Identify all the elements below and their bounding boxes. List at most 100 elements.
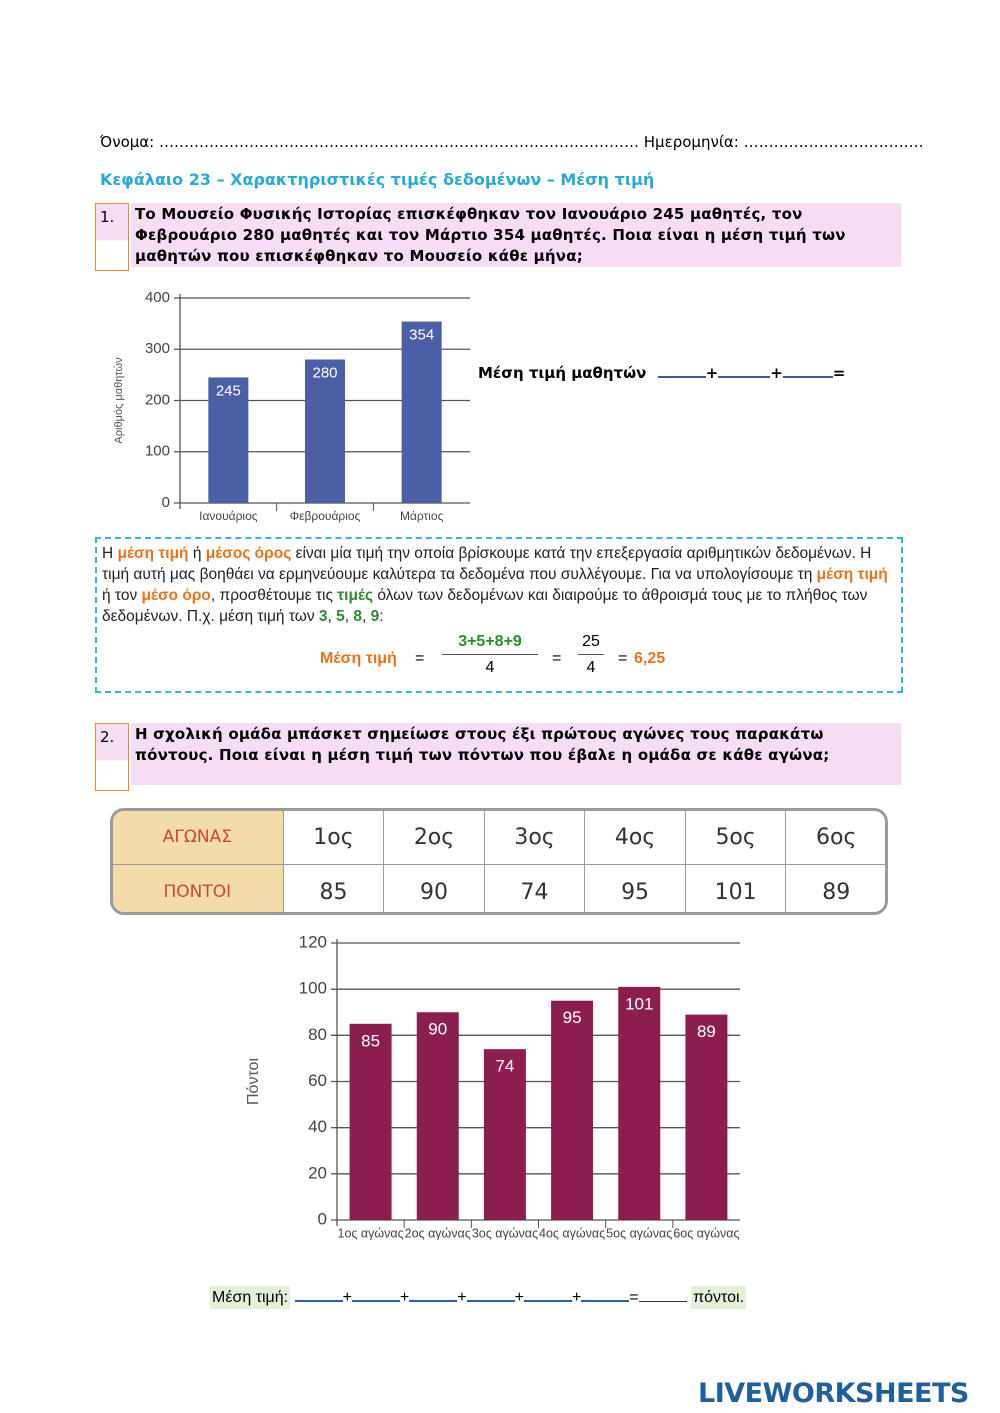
highlight: μέση τιμή [117,545,189,562]
question-number: 2. [95,723,129,791]
answer-blanks: + + + + + = [294,1286,687,1306]
answer-blank[interactable] [409,1286,458,1302]
answer-blank[interactable] [718,362,771,378]
text: , [327,608,337,625]
denominator: 4 [586,659,596,676]
y-tick-label: 100 [145,443,170,460]
question-text: Η σχολική ομάδα μπάσκετ σημείωσε στους έ… [131,723,901,785]
bar [401,321,442,503]
table-row: ΑΓΩΝΑΣ 1ος 2ος 3ος 4ος 5ος 6ος [113,811,885,865]
bar [416,1012,459,1220]
table: ΑΓΩΝΑΣ 1ος 2ος 3ος 4ος 5ος 6ος ΠΟΝΤΟΙ 85 90 74 95 10… [113,811,885,912]
table-cell: 101 [684,864,787,912]
brand-logo: LIVEWORKSHEETS [698,1378,969,1409]
plus: + [399,1289,410,1306]
answer-blank[interactable] [782,362,833,378]
fraction: 3+5+8+9 4 [442,633,538,677]
table-cell: 85 [282,864,385,912]
answer-blank[interactable] [466,1286,515,1302]
bar [483,1049,526,1220]
answer-label: Μέση τιμή μαθητών [478,364,647,382]
y-tick-label: 300 [145,340,170,357]
y-tick-label: 100 [299,979,327,998]
x-tick-label: Μάρτιος [400,509,444,523]
answer-unit: πόντοι. [691,1286,747,1309]
data-label: 245 [216,382,241,399]
y-tick-label: 60 [308,1071,327,1090]
table-cell: 6ος [785,811,885,865]
text: Η [102,545,118,562]
plus: + [571,1289,582,1306]
text: όλων των δεδομένων και διαιρούμε το άθρο… [102,587,868,625]
chart: 0 100 200 300 400 Αριθμός μαθητών Ιανουάριος 24… [113,289,470,523]
chart: 0 20 40 60 80 100 120 Πόντοι 1ος αγώνας 85 2ος αγώ… [245,932,740,1240]
numerator: 25 [578,633,604,655]
data-label: 89 [697,1022,716,1041]
x-tick-label: 1ος αγώνας [338,1226,404,1240]
x-tick-label: Ιανουάριος [199,509,258,523]
text: , προσθέτουμε τις [210,587,338,604]
answer-blank[interactable] [523,1286,572,1302]
answer-blank[interactable] [351,1286,400,1302]
text: είναι μία τιμή την οποία βρίσκουμε κατά … [102,545,872,583]
x-tick-label: 6ος αγώνας [673,1226,739,1240]
definition-box: Η μέση τιμή ή μέσος όρος είναι μία τιμή … [95,537,903,693]
question-number: 1. [95,203,129,271]
y-tick-label: 20 [308,1163,327,1182]
y-axis-label: Πόντοι [245,1058,262,1105]
row-header: ΠΟΝΤΟΙ [113,864,284,912]
table-cell: 90 [383,864,485,912]
plus: + [770,364,783,382]
table-row: ΠΟΝΤΟΙ 85 90 74 95 101 89 [113,864,885,912]
name-label: Όνομα: …………………………………………………………………………………… [100,133,639,151]
y-tick-label: 0 [162,494,170,511]
highlight: μέση τιμή [816,566,888,583]
highlight: 9 [370,608,380,625]
data-label: 101 [625,994,653,1013]
answer-blank[interactable] [294,1286,343,1302]
x-tick-label: 4ος αγώνας [539,1226,605,1240]
table-cell: 89 [785,864,885,912]
plus: + [342,1289,352,1306]
table-cell: 74 [483,864,586,912]
plus: + [514,1289,524,1306]
x-tick-label: Φεβρουάριος [290,509,361,523]
formula-label: Μέση τιμή [320,650,397,667]
table-cell: 5ος [684,811,787,865]
y-tick-label: 0 [318,1209,327,1228]
answer-blank[interactable] [638,1287,687,1302]
y-tick-label: 80 [308,1025,327,1044]
plus: + [457,1289,467,1306]
data-label: 95 [563,1008,582,1027]
bar [349,1023,392,1220]
text: , [344,608,354,625]
table-cell: 1ος [282,811,385,865]
bar [208,377,249,503]
table-cell: 4ος [584,811,686,865]
highlight: 8 [353,608,363,625]
title: Κεφάλαιο 23 – Χαρακτηριστικές τιμές δεδο… [100,170,655,189]
bar [305,359,345,503]
answer-blank[interactable] [657,362,706,378]
bar [618,986,661,1220]
answer-blank[interactable] [581,1286,630,1302]
numerator: 3+5+8+9 [442,633,538,655]
highlight: μέσος όρος [205,545,292,562]
highlight: τιμές [337,587,374,604]
equals: = [618,650,628,667]
date-label: Ημερομηνία: ……………………………… [643,133,924,151]
fraction: 25 4 [578,633,604,677]
data-label: 85 [361,1031,380,1050]
answer-line: Μέση τιμή: + + + + + = πόντοι. [210,1286,747,1309]
text: ή [188,545,206,562]
bar [551,1000,594,1220]
result: 6,25 [634,650,666,667]
equals: = [415,650,425,667]
highlight: 5 [336,608,345,625]
bar [685,1014,728,1220]
table-cell: 2ος [383,811,485,865]
data-label: 90 [428,1020,447,1039]
answer-line: Μέση τιμή μαθητών + + = [478,362,845,382]
y-tick-label: 400 [145,289,170,306]
